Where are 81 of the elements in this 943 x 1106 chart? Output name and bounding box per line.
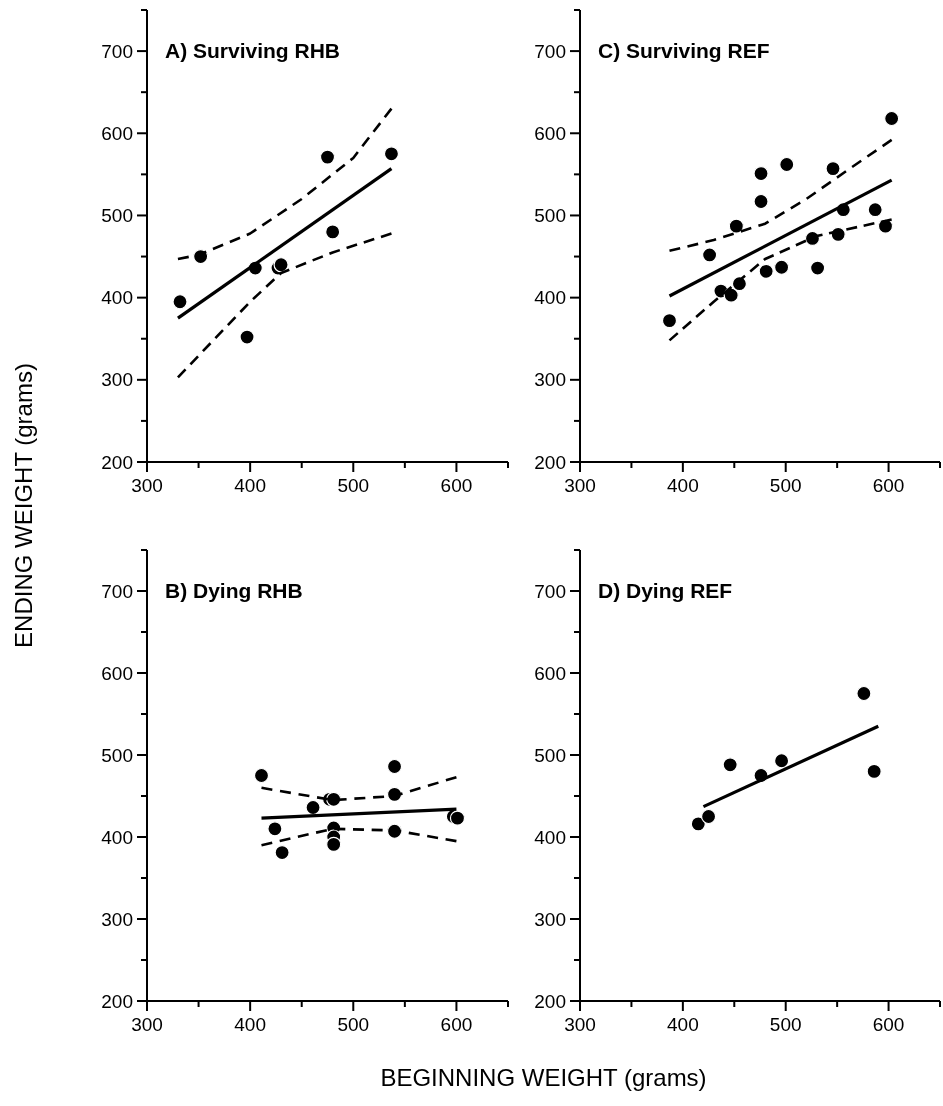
point <box>661 313 678 329</box>
x-tick-label: 500 <box>337 475 370 496</box>
x-tick-label: 400 <box>667 1014 699 1035</box>
point <box>319 149 336 165</box>
y-tick-label: 700 <box>101 580 133 602</box>
x-tick-label: 500 <box>769 1014 802 1035</box>
line-series <box>668 138 893 253</box>
x-tick-label: 300 <box>131 475 163 496</box>
point <box>305 799 321 816</box>
point <box>267 821 283 837</box>
y-tick-label: 400 <box>534 287 566 309</box>
point <box>274 844 290 861</box>
point <box>722 757 738 773</box>
x-tick-label: 400 <box>667 475 699 496</box>
point <box>383 146 400 162</box>
point <box>774 753 790 769</box>
point <box>325 224 341 240</box>
y-tick-label: 600 <box>101 122 133 144</box>
x-tick-label: 300 <box>564 475 596 496</box>
x-tick-label: 600 <box>440 1014 473 1035</box>
y-tick-label: 200 <box>101 990 133 1012</box>
point <box>867 202 883 218</box>
point <box>253 767 270 784</box>
x-tick-label: 500 <box>337 1014 370 1035</box>
y-tick-label: 500 <box>534 744 566 766</box>
point <box>884 110 900 127</box>
y-tick-label: 600 <box>101 662 133 684</box>
x-tick-label: 300 <box>131 1014 163 1035</box>
y-tick-label: 300 <box>101 908 133 930</box>
y-tick-label: 500 <box>101 744 133 766</box>
y-tick-label: 500 <box>534 205 566 227</box>
point <box>856 685 872 702</box>
point <box>700 808 717 825</box>
point <box>866 763 882 779</box>
y-tick-label: 300 <box>534 369 566 391</box>
point <box>728 218 744 234</box>
point <box>774 259 790 275</box>
point <box>753 165 769 182</box>
x-tick-label: 400 <box>234 1014 266 1035</box>
y-axis-title: ENDING WEIGHT (grams) <box>10 363 37 648</box>
line-series <box>176 232 393 379</box>
y-tick-label: 400 <box>534 826 566 848</box>
x-tick-label: 500 <box>769 475 802 496</box>
point <box>690 816 706 832</box>
point <box>172 294 188 310</box>
x-tick-label: 600 <box>872 475 905 496</box>
point <box>326 836 342 852</box>
point <box>386 758 403 775</box>
line-series <box>176 107 393 261</box>
text: C) Surviving REF <box>598 39 770 62</box>
x-tick-label: 300 <box>564 1014 596 1035</box>
y-tick-label: 300 <box>534 908 566 930</box>
y-tick-label: 400 <box>101 287 133 309</box>
y-tick-label: 400 <box>101 826 133 848</box>
y-tick-label: 200 <box>534 990 566 1012</box>
y-tick-label: 500 <box>101 205 133 227</box>
text: B) Dying RHB <box>165 579 303 602</box>
x-tick-label: 400 <box>234 475 266 496</box>
point <box>449 810 466 826</box>
y-tick-label: 700 <box>534 40 566 62</box>
y-tick-label: 700 <box>534 580 566 602</box>
x-tick-label: 600 <box>440 475 473 496</box>
point <box>779 156 795 173</box>
y-tick-label: 700 <box>101 40 133 62</box>
y-tick-label: 600 <box>534 662 566 684</box>
point <box>702 247 718 263</box>
point <box>758 263 774 279</box>
text: D) Dying REF <box>598 579 733 602</box>
y-tick-label: 600 <box>534 122 566 144</box>
x-tick-label: 600 <box>872 1014 905 1035</box>
point <box>810 260 826 276</box>
y-tick-label: 200 <box>101 451 133 473</box>
text: A) Surviving RHB <box>165 39 341 62</box>
point <box>239 329 255 345</box>
y-tick-label: 200 <box>534 451 566 473</box>
y-tick-label: 300 <box>101 369 133 391</box>
x-axis-title: BEGINNING WEIGHT (grams) <box>380 1064 707 1091</box>
point <box>753 193 769 210</box>
line-series <box>668 218 893 342</box>
point <box>326 791 342 807</box>
point <box>825 161 841 177</box>
